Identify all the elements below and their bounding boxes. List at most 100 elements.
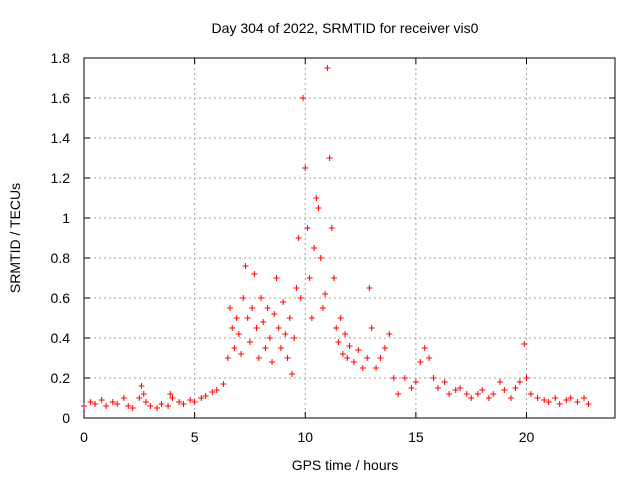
y-tick-label: 0.2	[51, 370, 71, 386]
data-point	[291, 335, 298, 341]
data-point	[401, 375, 408, 381]
data-points	[81, 65, 592, 411]
data-point	[333, 325, 340, 331]
data-point	[255, 355, 262, 361]
data-point	[233, 315, 240, 321]
grid-lines	[84, 58, 615, 418]
x-tick-label: 15	[408, 429, 424, 445]
data-point	[220, 381, 227, 387]
data-point	[335, 339, 342, 345]
data-point	[242, 263, 249, 269]
data-point	[563, 397, 570, 403]
data-point	[319, 305, 326, 311]
data-point	[346, 343, 353, 349]
x-tick-label: 0	[80, 429, 88, 445]
axis-ticks: 0 0.2 0.4 0.6 0.8 1 1.2 1.4 1.6 1.8 0 5 10 15 20	[51, 50, 615, 445]
y-tick-label: 1.8	[51, 50, 71, 66]
data-point	[574, 399, 581, 405]
data-point	[158, 401, 165, 407]
data-point	[109, 399, 116, 405]
data-point	[167, 391, 174, 397]
data-point	[286, 315, 293, 321]
data-point	[140, 391, 147, 397]
data-point	[556, 401, 563, 407]
data-point	[457, 385, 464, 391]
data-point	[300, 95, 307, 101]
data-point	[501, 387, 508, 393]
data-point	[395, 391, 402, 397]
data-point	[282, 331, 289, 337]
data-point	[262, 345, 269, 351]
data-point	[485, 395, 492, 401]
data-point	[545, 399, 552, 405]
data-point	[136, 395, 143, 401]
data-point	[293, 285, 300, 291]
y-tick-label: 1.6	[51, 90, 71, 106]
data-point	[342, 331, 349, 337]
y-tick-label: 0.4	[51, 330, 71, 346]
x-tick-label: 5	[191, 429, 199, 445]
y-tick-label: 0.8	[51, 250, 71, 266]
data-point	[552, 395, 559, 401]
data-point	[103, 403, 110, 409]
data-point	[191, 399, 198, 405]
data-point	[138, 383, 145, 389]
data-point	[412, 379, 419, 385]
data-point	[125, 403, 132, 409]
data-point	[302, 165, 309, 171]
y-axis-label: SRMTID / TECUs	[7, 183, 23, 293]
data-point	[147, 403, 154, 409]
data-point	[154, 405, 161, 411]
data-point	[238, 351, 245, 357]
data-point	[386, 331, 393, 337]
data-point	[169, 395, 176, 401]
data-point	[277, 345, 284, 351]
y-tick-label: 1	[62, 210, 70, 226]
data-point	[297, 295, 304, 301]
data-point	[435, 385, 441, 391]
data-point	[129, 405, 136, 411]
data-point	[275, 325, 282, 331]
data-point	[377, 355, 384, 361]
data-point	[567, 395, 574, 401]
data-point	[474, 391, 481, 397]
data-point	[260, 319, 267, 325]
data-point	[165, 403, 172, 409]
data-point	[512, 385, 519, 391]
data-point	[304, 225, 311, 231]
data-point	[142, 399, 149, 405]
data-point	[87, 399, 94, 405]
data-point	[258, 295, 264, 301]
data-point	[317, 255, 324, 261]
x-axis-label: GPS time / hours	[292, 457, 399, 473]
data-point	[541, 397, 548, 403]
y-tick-label: 1.4	[51, 130, 71, 146]
data-point	[231, 345, 238, 351]
data-point	[235, 331, 242, 337]
data-point	[366, 285, 373, 291]
data-point	[508, 395, 515, 401]
data-point	[359, 365, 366, 371]
data-point	[417, 359, 424, 365]
data-point	[390, 375, 397, 381]
data-point	[479, 387, 486, 393]
data-point	[328, 225, 335, 231]
data-point	[92, 401, 99, 407]
data-point	[308, 315, 315, 321]
data-point	[331, 275, 338, 281]
data-point	[421, 345, 428, 351]
data-point	[516, 379, 523, 385]
data-point	[337, 315, 344, 321]
data-point	[266, 335, 273, 341]
data-point	[253, 325, 260, 331]
y-tick-label: 0.6	[51, 290, 71, 306]
data-point	[280, 299, 287, 305]
data-point	[446, 391, 453, 397]
data-point	[114, 401, 121, 407]
data-point	[523, 375, 530, 381]
data-point	[527, 391, 534, 397]
x-tick-label: 10	[297, 429, 313, 445]
data-point	[120, 395, 127, 401]
data-point	[468, 395, 475, 401]
